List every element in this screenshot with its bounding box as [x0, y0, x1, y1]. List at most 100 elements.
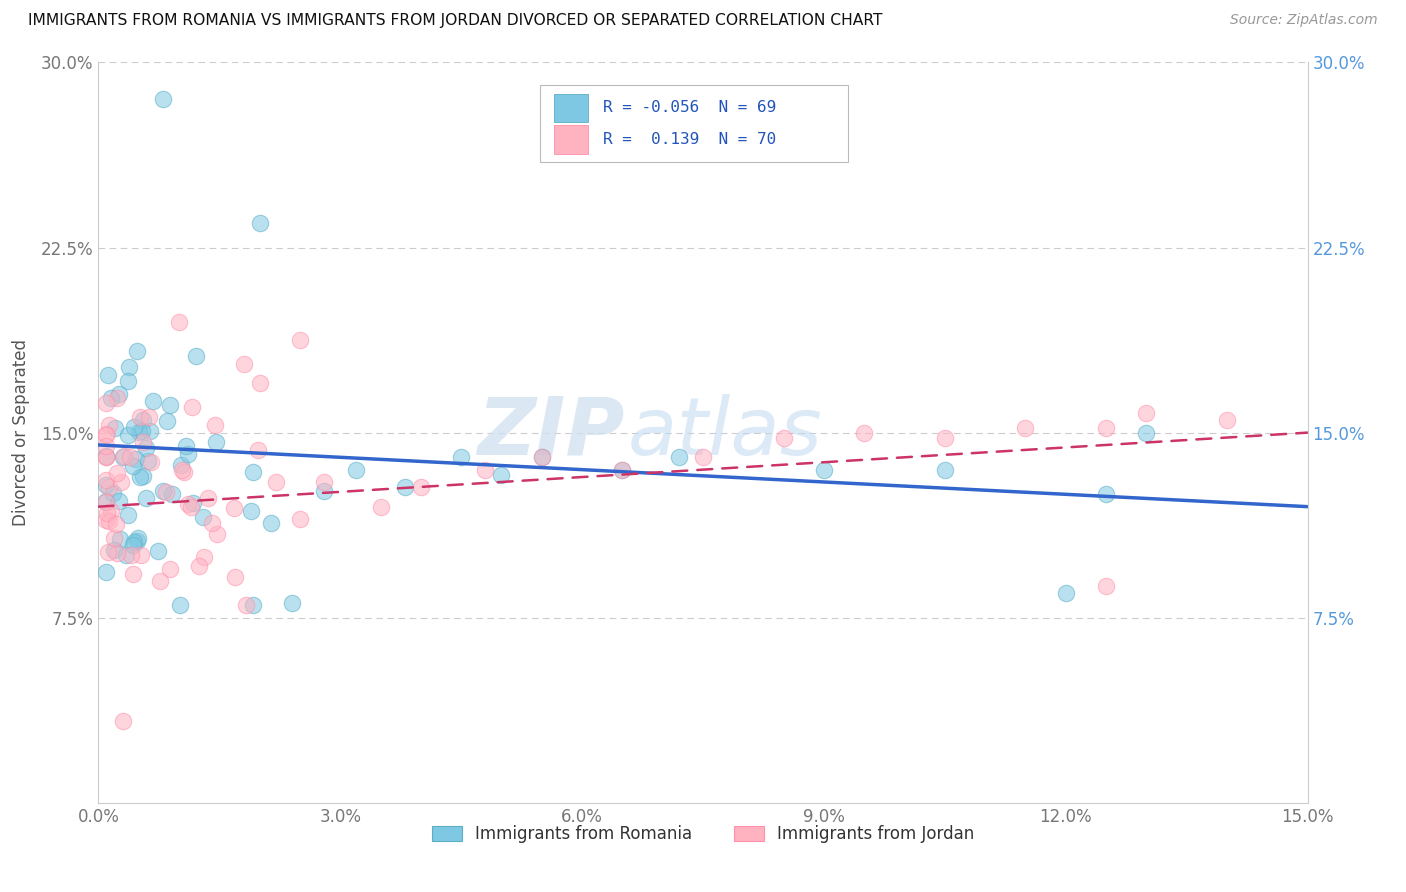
- Y-axis label: Divorced or Separated: Divorced or Separated: [11, 339, 30, 526]
- Point: [260, 516, 283, 530]
- Point: [104, 421, 127, 435]
- Point: [115, 548, 138, 562]
- Point: [167, 314, 190, 328]
- Point: [224, 570, 246, 584]
- Point: [105, 392, 128, 406]
- Point: [180, 400, 202, 414]
- Point: [934, 462, 956, 476]
- Point: [1014, 420, 1036, 434]
- Point: [1095, 487, 1118, 501]
- Point: [108, 494, 131, 508]
- Point: [205, 527, 228, 541]
- Point: [127, 531, 149, 545]
- Point: [181, 496, 204, 510]
- Point: [1135, 406, 1157, 420]
- Point: [193, 550, 215, 565]
- Point: [394, 480, 416, 494]
- Point: [96, 513, 118, 527]
- Point: [155, 484, 177, 499]
- Point: [159, 398, 181, 412]
- Point: [370, 500, 392, 514]
- Point: [1216, 413, 1239, 427]
- Point: [96, 426, 118, 441]
- Point: [132, 413, 155, 427]
- Point: [122, 566, 145, 581]
- Point: [100, 392, 122, 406]
- Point: [112, 449, 135, 463]
- Point: [249, 376, 271, 391]
- Point: [180, 500, 202, 515]
- Point: [141, 455, 163, 469]
- Point: [314, 475, 336, 489]
- Point: [107, 387, 129, 401]
- Point: [128, 425, 150, 440]
- Point: [96, 478, 118, 492]
- Point: [692, 450, 714, 465]
- Point: [111, 714, 134, 729]
- Point: [97, 480, 120, 494]
- Point: [118, 359, 141, 374]
- Point: [118, 450, 141, 464]
- Point: [135, 491, 157, 506]
- Point: [142, 394, 165, 409]
- Point: [177, 497, 200, 511]
- Point: [131, 424, 153, 438]
- Point: [853, 425, 876, 440]
- Point: [129, 470, 152, 484]
- Text: atlas: atlas: [628, 393, 823, 472]
- Point: [110, 475, 132, 489]
- Point: [344, 462, 367, 476]
- Point: [169, 599, 191, 613]
- FancyBboxPatch shape: [540, 85, 848, 162]
- Point: [97, 368, 120, 383]
- Point: [149, 574, 172, 588]
- Text: ZIP: ZIP: [477, 393, 624, 472]
- Point: [530, 450, 553, 465]
- Point: [772, 431, 794, 445]
- Point: [1054, 586, 1077, 600]
- Point: [281, 597, 304, 611]
- Point: [97, 418, 120, 433]
- Point: [314, 483, 336, 498]
- Point: [240, 504, 263, 518]
- Point: [122, 419, 145, 434]
- Point: [100, 504, 122, 518]
- Point: [138, 409, 160, 424]
- Point: [934, 431, 956, 445]
- Point: [288, 511, 311, 525]
- Point: [127, 344, 149, 359]
- Point: [152, 484, 174, 499]
- Point: [612, 462, 634, 476]
- Point: [193, 509, 215, 524]
- Point: [249, 216, 271, 230]
- Point: [173, 465, 195, 479]
- Point: [474, 462, 496, 476]
- Point: [131, 548, 153, 562]
- Point: [96, 495, 118, 509]
- Point: [1135, 425, 1157, 440]
- Point: [156, 413, 179, 427]
- Point: [105, 546, 128, 560]
- Point: [117, 427, 139, 442]
- Point: [159, 562, 181, 576]
- Point: [184, 349, 207, 363]
- Point: [127, 533, 149, 548]
- Point: [103, 532, 125, 546]
- Point: [813, 462, 835, 476]
- Point: [122, 538, 145, 552]
- Text: R = -0.056  N = 69: R = -0.056 N = 69: [603, 100, 776, 115]
- Point: [491, 467, 513, 482]
- Point: [138, 424, 160, 438]
- Point: [450, 450, 472, 465]
- Point: [122, 535, 145, 549]
- Point: [204, 434, 226, 449]
- Point: [96, 450, 118, 464]
- Point: [177, 447, 200, 461]
- FancyBboxPatch shape: [554, 126, 588, 153]
- Text: IMMIGRANTS FROM ROMANIA VS IMMIGRANTS FROM JORDAN DIVORCED OR SEPARATED CORRELAT: IMMIGRANTS FROM ROMANIA VS IMMIGRANTS FR…: [28, 13, 883, 29]
- Point: [232, 357, 254, 371]
- Point: [96, 473, 118, 487]
- Point: [96, 507, 118, 521]
- Point: [668, 450, 690, 465]
- Point: [170, 463, 193, 477]
